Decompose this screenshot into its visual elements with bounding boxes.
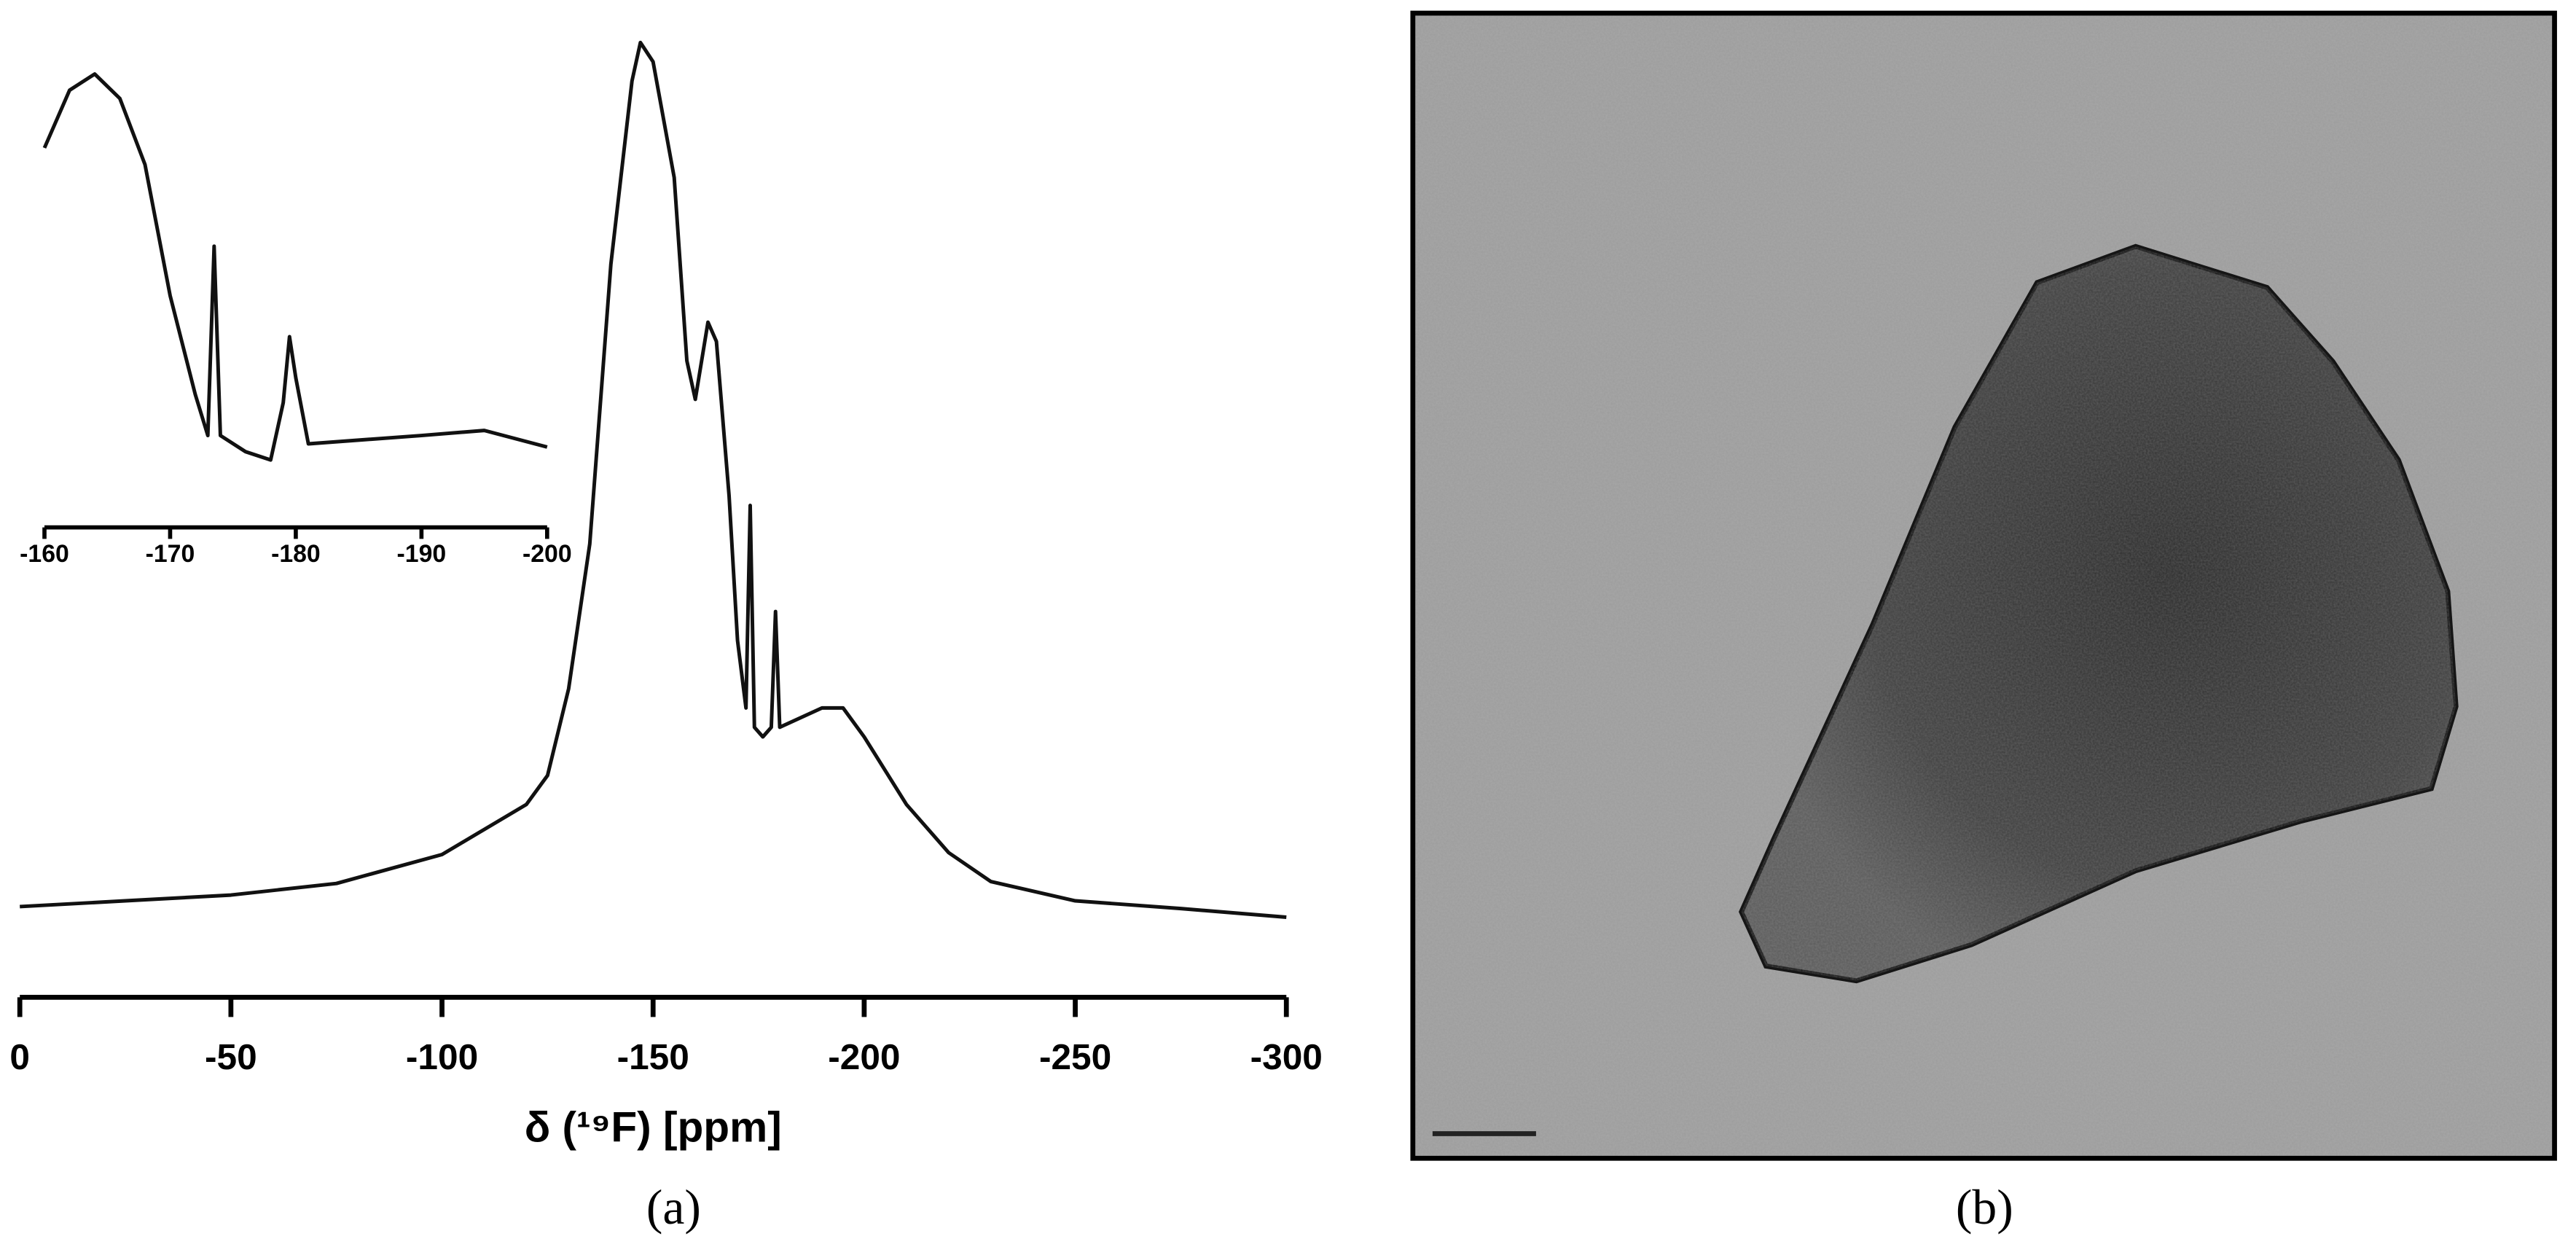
- x-tick-label: -50: [205, 1036, 257, 1077]
- tem-image: [1410, 10, 2557, 1161]
- x-tick-label: -150: [617, 1036, 689, 1077]
- x-tick-label: -180: [271, 540, 321, 568]
- panel-label: (b): [1956, 1180, 2013, 1235]
- panel-label: (a): [646, 1180, 701, 1235]
- particle-texture: [1741, 246, 2456, 981]
- x-tick-label: -170: [146, 540, 195, 568]
- x-tick-label: -160: [20, 540, 69, 568]
- x-tick-label: -250: [1039, 1036, 1111, 1077]
- x-tick-label: -100: [406, 1036, 478, 1077]
- x-tick-label: -200: [522, 540, 572, 568]
- x-tick-label: 0: [9, 1036, 30, 1077]
- x-axis-title: δ (¹⁹F) [ppm]: [525, 1103, 782, 1151]
- x-tick-label: -200: [828, 1036, 900, 1077]
- spectrum-line: [42, 72, 548, 462]
- image-frame: [1410, 10, 2557, 1161]
- x-tick-label: -190: [397, 540, 447, 568]
- spectrum-line: [20, 40, 1287, 919]
- x-tick-label: -300: [1250, 1036, 1323, 1077]
